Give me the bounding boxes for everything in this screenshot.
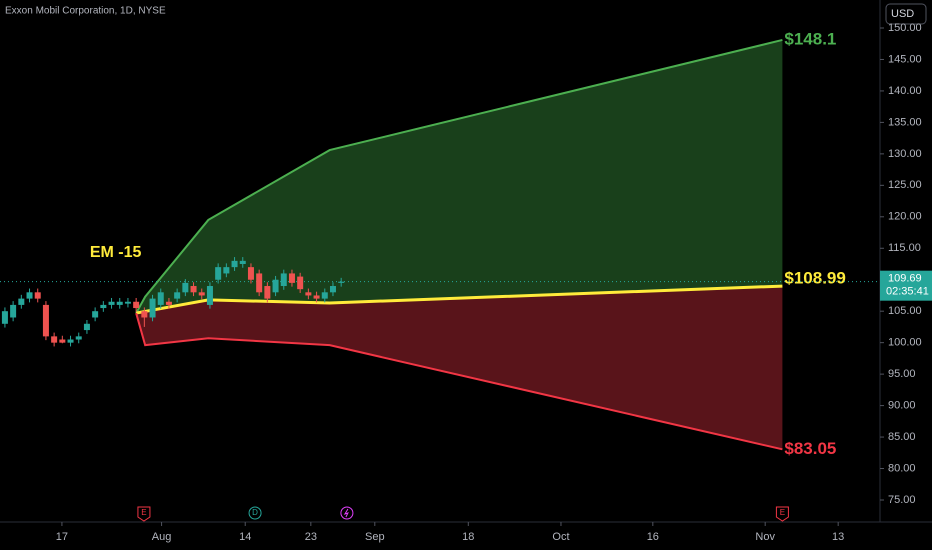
candle-body (10, 304, 17, 318)
candle-body (313, 295, 320, 299)
candle-body (305, 292, 312, 296)
candle-body (133, 301, 140, 309)
candle-body (108, 301, 115, 305)
x-tick-label: Nov (755, 531, 775, 543)
candle-body (288, 273, 295, 283)
candle-body (26, 292, 33, 299)
candle-body (321, 292, 328, 299)
candle-body (51, 336, 58, 343)
y-tick-label: 120.00 (888, 211, 922, 223)
annotation: EM -15 (90, 244, 142, 261)
cone-layer (135, 38, 783, 451)
last-price-label: 109.69 (888, 273, 922, 285)
x-tick-label: Aug (152, 531, 172, 543)
candle-body (198, 292, 205, 296)
candle-body (239, 260, 246, 264)
cone-lower-fill (136, 286, 783, 450)
countdown-label: 02:35:41 (886, 286, 929, 298)
candle-body (59, 339, 66, 343)
candle-body (34, 292, 41, 299)
candle-body (42, 304, 49, 337)
y-tick-label: 150.00 (888, 22, 922, 34)
x-tick-label: 23 (305, 531, 317, 543)
y-tick-label: 75.00 (888, 494, 916, 506)
candle-body (174, 292, 181, 299)
event-marker (340, 506, 354, 520)
event-marker (137, 506, 151, 522)
x-tick-label: 13 (832, 531, 844, 543)
y-tick-label: 145.00 (888, 53, 922, 65)
candle-body (18, 298, 25, 305)
cone-label: $83.05 (784, 439, 836, 458)
chart-title: Exxon Mobil Corporation, 1D, NYSE (5, 6, 166, 17)
cone-line (135, 312, 783, 451)
candle-body (280, 273, 287, 287)
x-tick-label: Oct (552, 531, 569, 543)
event-label: E (141, 508, 146, 517)
candle-body (157, 292, 164, 305)
candle-body (124, 301, 131, 304)
last-price-badge (880, 270, 932, 301)
y-tick-label: 140.00 (888, 85, 922, 97)
candle-body (75, 336, 82, 340)
y-tick-label: 135.00 (888, 116, 922, 128)
candle-body (223, 267, 230, 274)
y-tick-label: 105.00 (888, 305, 922, 317)
x-tick-label: 16 (647, 531, 659, 543)
x-tick-label: 14 (239, 531, 251, 543)
event-marker (775, 506, 789, 522)
candle-body (182, 282, 189, 293)
event-marker (248, 506, 262, 520)
y-tick-label: 125.00 (888, 179, 922, 191)
candle-body (100, 304, 107, 309)
y-tick-label: 130.00 (888, 148, 922, 160)
candle-body (256, 273, 263, 293)
candle-body (272, 279, 279, 293)
currency-button[interactable] (885, 3, 927, 25)
candle-body (206, 286, 213, 305)
event-label: D (252, 508, 258, 517)
candle-body (247, 267, 254, 280)
y-tick-label: 100.00 (888, 337, 922, 349)
y-tick-label: 80.00 (888, 462, 916, 474)
candle-body (264, 286, 271, 299)
cone-upper-fill (136, 39, 783, 314)
candle-body (190, 286, 197, 293)
x-tick-label: 18 (462, 531, 474, 543)
candle-body (297, 276, 304, 290)
y-tick-label: 115.00 (888, 242, 921, 254)
x-tick-label: 17 (56, 531, 68, 543)
candle-body (149, 298, 156, 318)
currency-label[interactable]: USD (891, 8, 914, 20)
candle-body (231, 260, 238, 268)
candle-body (116, 301, 123, 305)
event-icon (343, 508, 349, 518)
candle-body (67, 339, 74, 343)
cone-line (135, 38, 783, 314)
y-tick-label: 85.00 (888, 431, 916, 443)
cone-label: $148.1 (784, 29, 836, 48)
candle-body (141, 311, 148, 318)
candle-body (165, 301, 172, 305)
event-label: E (780, 508, 785, 517)
cone-label: $108.99 (784, 269, 845, 288)
candle-body (83, 323, 90, 331)
y-tick-label: 90.00 (888, 399, 916, 411)
candle-body (92, 311, 99, 318)
cone-line (135, 284, 783, 315)
candle-body (338, 281, 345, 283)
candle-body (329, 286, 336, 293)
x-tick-label: Sep (365, 531, 385, 543)
candle-body (1, 311, 8, 324)
y-tick-label: 95.00 (888, 368, 916, 380)
candle-body (215, 267, 222, 280)
